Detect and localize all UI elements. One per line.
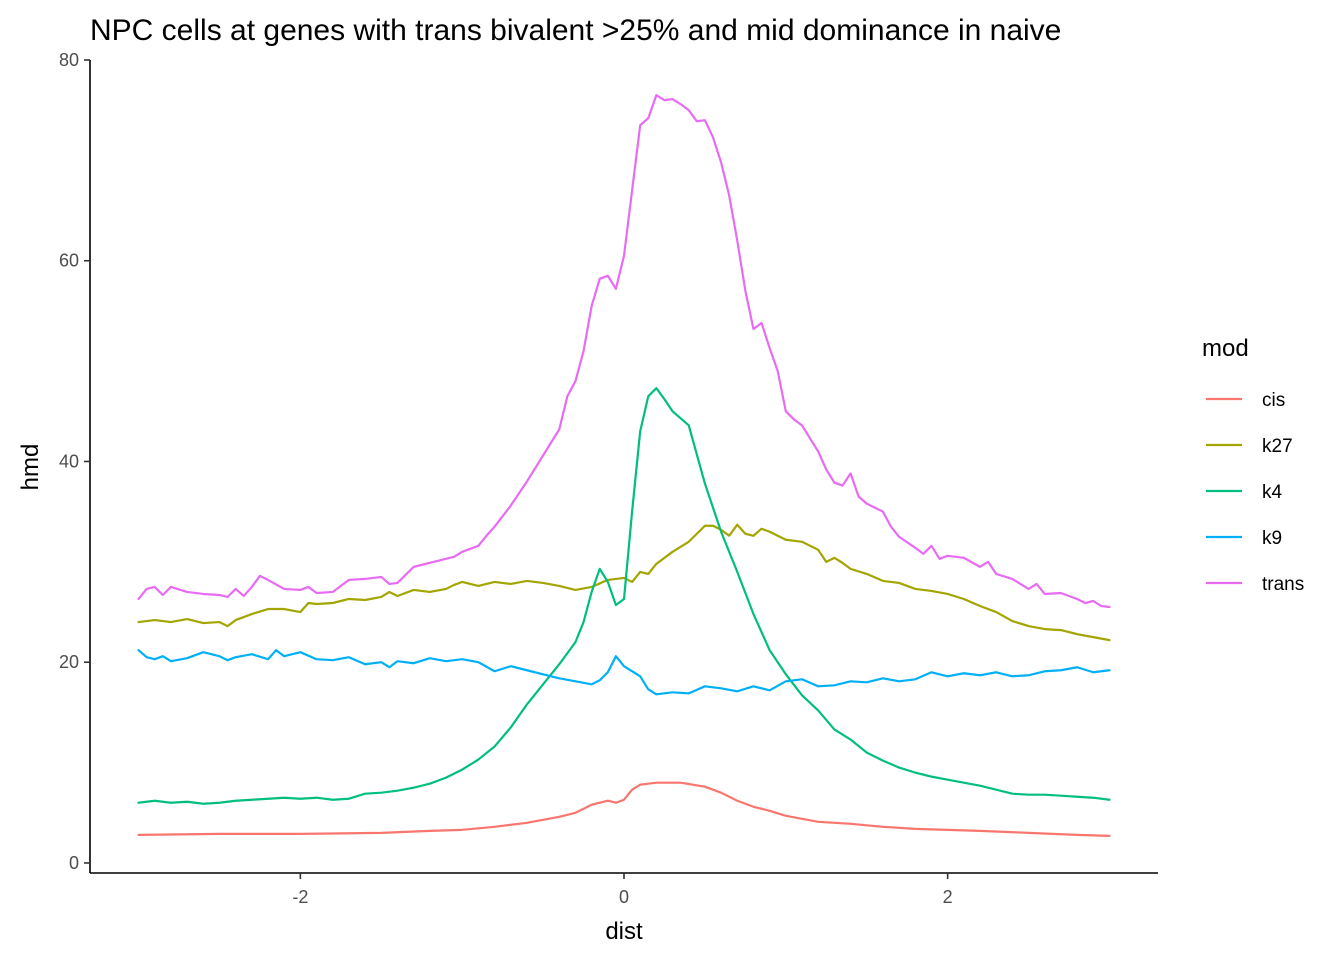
plot-area: 0 20 40 60 80 -2 0 2 [59,50,1158,907]
x-tick-label: 2 [943,887,953,907]
legend-items: cis k27 k4 k9 trans [1206,390,1304,595]
x-tick-label: 0 [619,887,629,907]
y-tick-label: 0 [69,853,79,873]
y-tick-label: 60 [59,251,79,271]
series-line-cis [137,781,1111,837]
legend-item-trans: trans [1206,574,1304,595]
series-line-k4 [137,387,1111,805]
y-tick-label: 40 [59,451,79,471]
legend-label-k4: k4 [1262,482,1283,503]
legend-label-k27: k27 [1262,436,1293,457]
y-axis-title: hmd [17,444,44,491]
y-tick-label: 20 [59,652,79,672]
y-axis-ticks: 0 20 40 60 80 [59,50,90,873]
x-axis-ticks: -2 0 2 [292,873,953,907]
legend-item-k9: k9 [1206,528,1282,549]
series-group [137,94,1111,837]
series-line-trans [137,94,1111,609]
legend: mod cis k27 k4 k9 trans [1202,335,1304,595]
x-axis-title: dist [605,918,643,945]
y-tick-label: 80 [59,50,79,70]
legend-item-k27: k27 [1206,436,1293,457]
legend-label-cis: cis [1262,390,1285,411]
series-line-k9 [137,649,1111,696]
legend-label-k9: k9 [1262,528,1282,549]
legend-label-trans: trans [1262,574,1304,595]
legend-title: mod [1202,335,1249,362]
legend-item-k4: k4 [1206,482,1283,503]
x-tick-label: -2 [292,887,308,907]
series-line-k27 [137,523,1111,642]
legend-item-cis: cis [1206,390,1285,411]
chart-title: NPC cells at genes with trans bivalent >… [90,14,1061,47]
